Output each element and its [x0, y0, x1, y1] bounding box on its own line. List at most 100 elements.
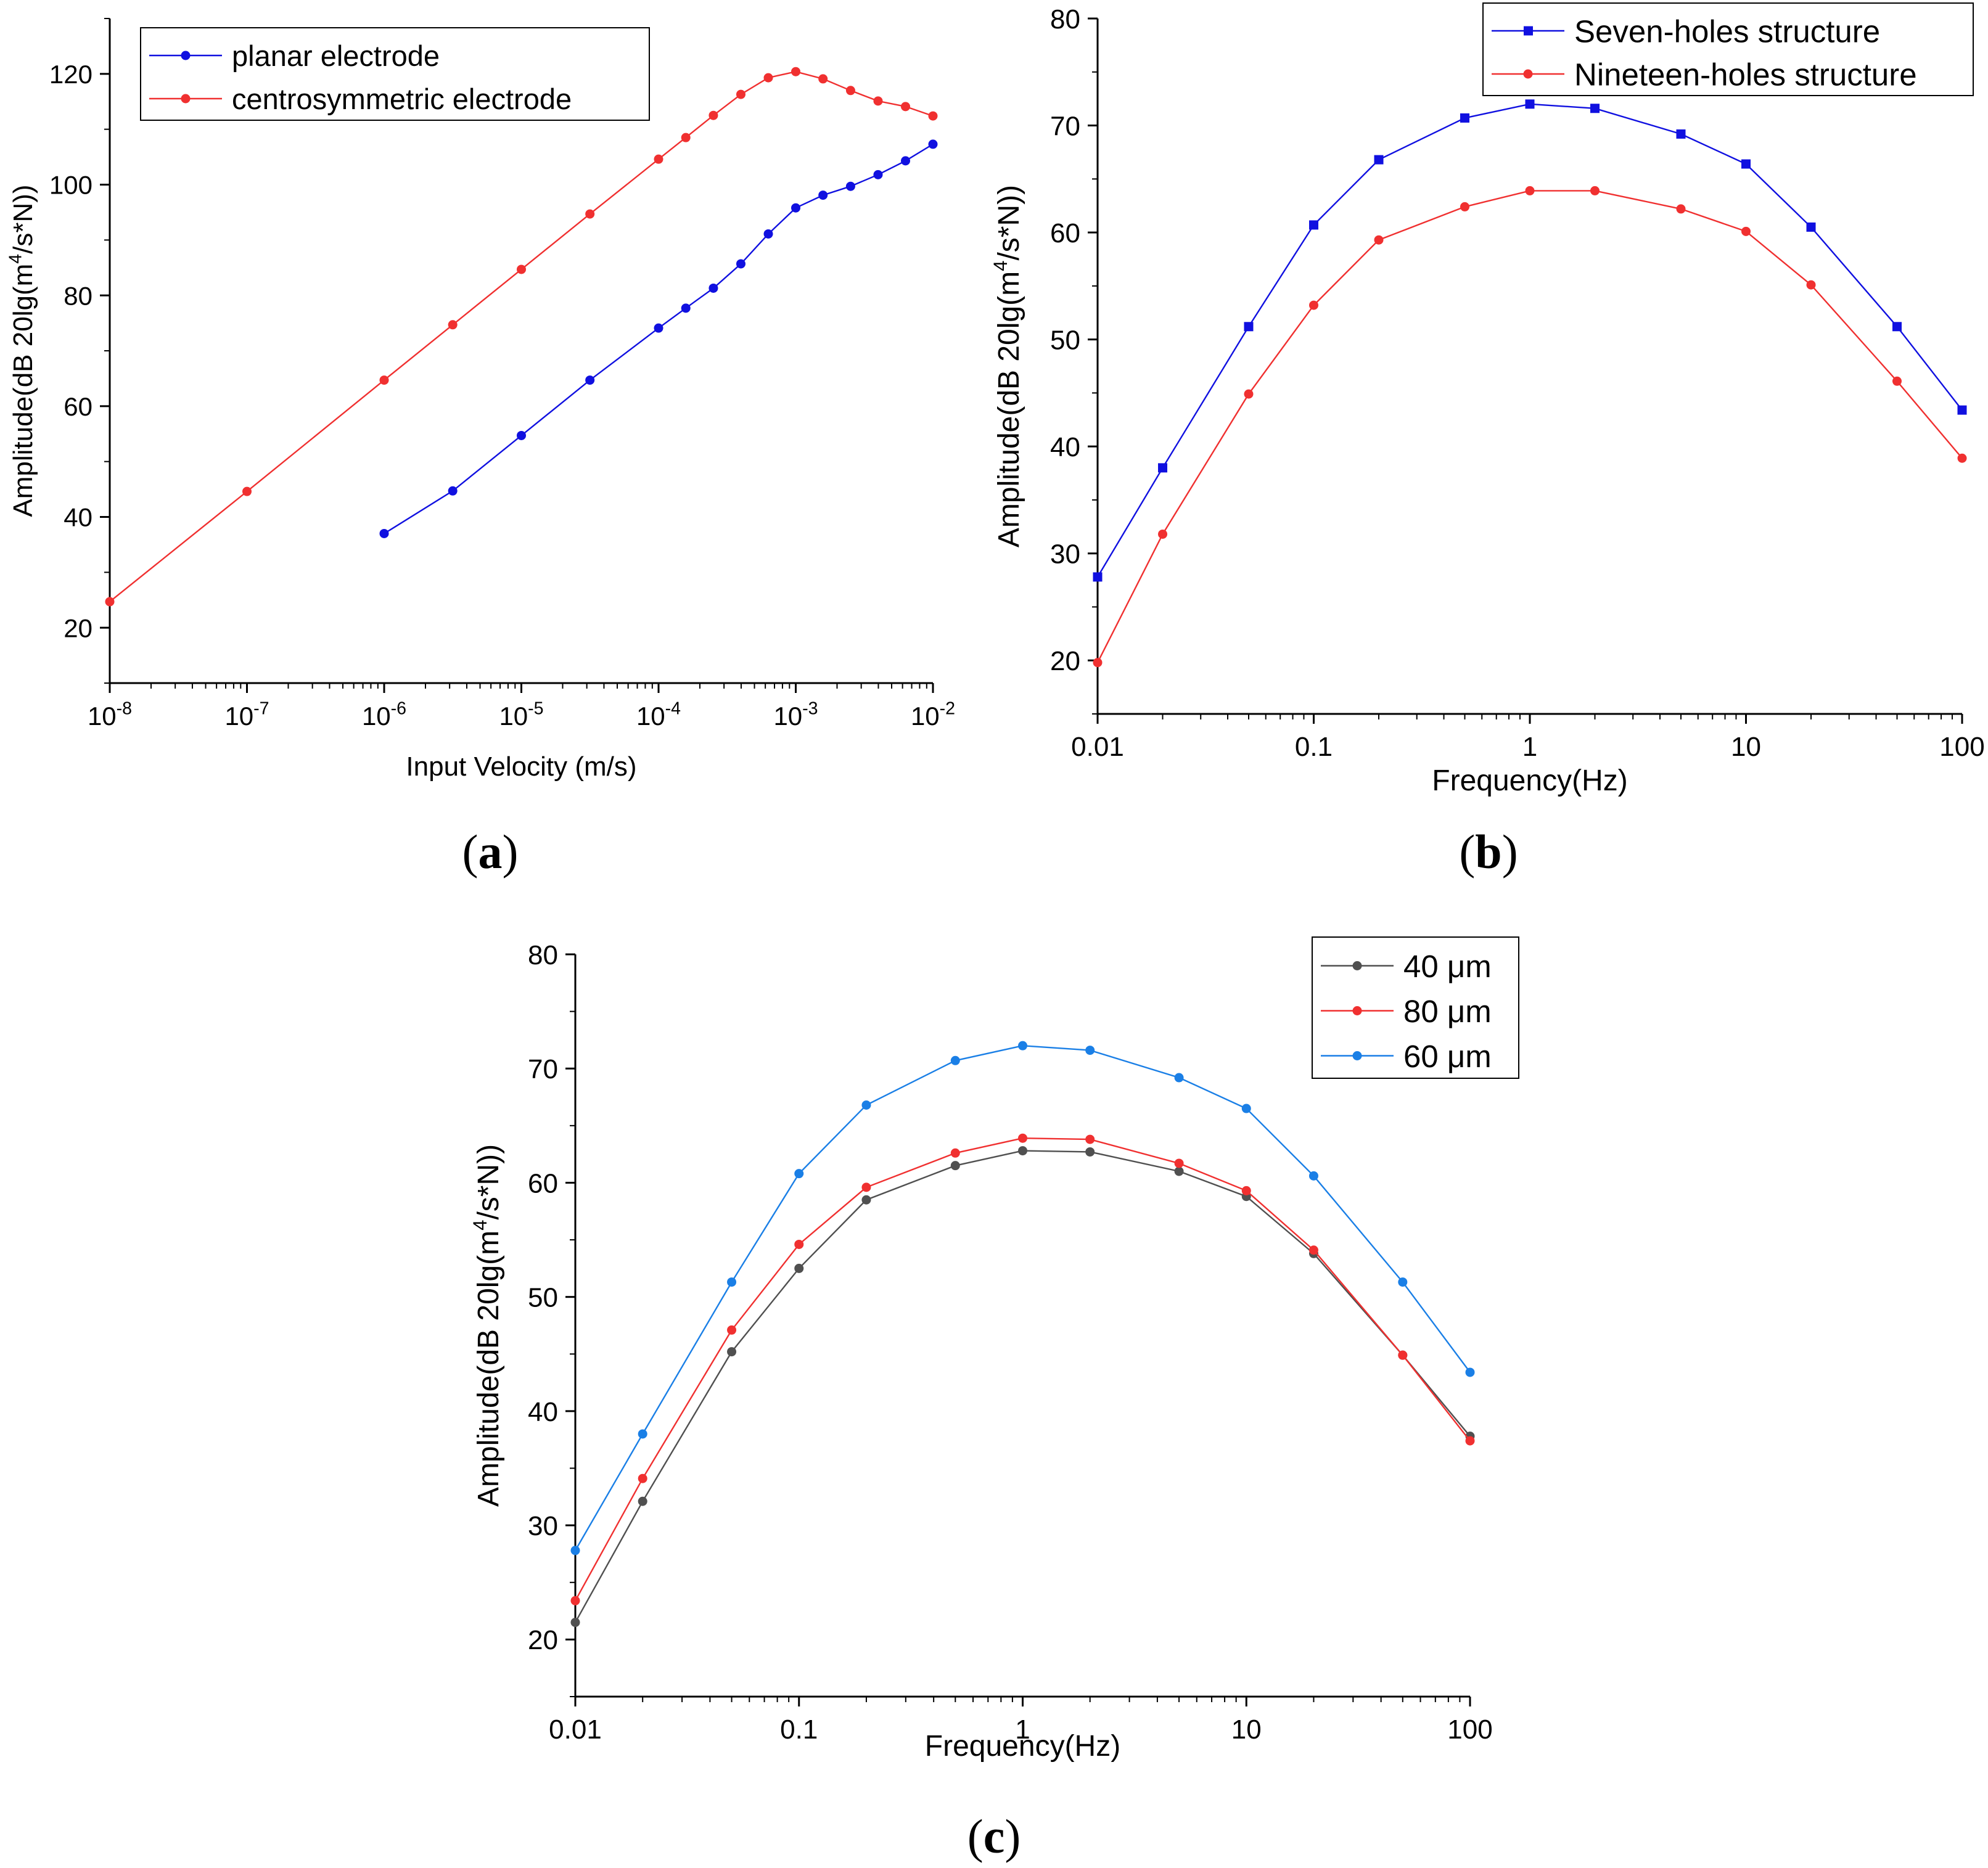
data-point	[1957, 405, 1967, 415]
data-point	[901, 156, 911, 166]
data-point	[709, 110, 718, 120]
y-tick-label: 40	[1050, 432, 1080, 462]
x-axis-label: Frequency(Hz)	[1432, 764, 1627, 797]
x-tick-label: 0.1	[1295, 732, 1333, 762]
y-tick-label: 40	[528, 1397, 558, 1427]
y-tick-label: 70	[1050, 111, 1080, 141]
data-point	[517, 264, 526, 274]
data-point	[1525, 186, 1535, 195]
data-point	[1093, 658, 1103, 668]
y-tick-label: 60	[528, 1168, 558, 1198]
y-tick-label: 60	[1050, 218, 1080, 248]
data-point	[379, 375, 389, 385]
x-tick-label: 0.01	[549, 1714, 602, 1745]
legend-label: Nineteen-holes structure	[1574, 57, 1917, 92]
x-axis-label: Frequency(Hz)	[925, 1730, 1120, 1763]
series-line	[384, 143, 934, 535]
data-point	[570, 1618, 580, 1628]
series-line	[574, 1044, 1471, 1551]
legend-swatch-marker	[181, 51, 191, 60]
data-point	[1374, 235, 1384, 245]
y-tick-label: 20	[528, 1625, 558, 1655]
x-tick-label: 1	[1015, 1714, 1030, 1745]
data-point	[1085, 1147, 1095, 1157]
chart-a: 10-8 10-7 10-6 10-5 10-4 10-3 10-2 20 40 60 80 100 1…	[6, 18, 955, 782]
legend-swatch-marker	[1352, 1051, 1362, 1060]
legend-swatch-marker	[1524, 26, 1533, 36]
data-point	[638, 1473, 647, 1483]
series-line	[1096, 103, 1963, 578]
data-point	[763, 73, 773, 83]
panel-label-c: (c)	[967, 1809, 1021, 1863]
data-point	[1590, 186, 1600, 195]
data-point	[1309, 300, 1318, 310]
data-point	[794, 1263, 804, 1273]
data-point	[709, 283, 718, 293]
data-point	[928, 111, 938, 121]
y-tick-label: 20	[1050, 646, 1080, 676]
legend-label: Seven-holes structure	[1574, 14, 1880, 49]
data-point	[1241, 1104, 1251, 1113]
series-line	[109, 70, 934, 602]
data-point	[1741, 226, 1751, 236]
y-axis-label: Amplitude(dB 20lg(m4/s*N))	[469, 1144, 505, 1507]
data-point	[861, 1182, 871, 1192]
data-point	[1308, 1171, 1318, 1181]
series-0	[379, 139, 938, 538]
series-0	[570, 1146, 1475, 1628]
series-1	[570, 1133, 1475, 1605]
data-point	[681, 303, 691, 313]
data-point	[1892, 376, 1902, 386]
data-point	[794, 1239, 804, 1249]
data-point	[1018, 1146, 1027, 1156]
data-point	[1085, 1134, 1095, 1144]
x-tick-label: 10-2	[911, 698, 955, 731]
data-point	[861, 1100, 871, 1110]
y-tick-label: 60	[64, 392, 92, 421]
data-point	[950, 1161, 960, 1171]
data-point	[1093, 572, 1103, 582]
data-point	[845, 86, 855, 96]
data-point	[928, 139, 938, 149]
data-point	[1158, 463, 1168, 473]
data-point	[585, 375, 595, 385]
data-point	[791, 203, 800, 213]
series-0	[1093, 99, 1967, 582]
data-point	[1465, 1436, 1475, 1446]
data-point	[654, 323, 663, 333]
x-tick-label: 10	[1231, 1714, 1262, 1745]
data-point	[873, 170, 883, 179]
data-point	[1806, 222, 1816, 232]
data-point	[448, 486, 458, 496]
data-point	[638, 1496, 647, 1506]
data-point	[1244, 322, 1254, 332]
legend-box	[1312, 936, 1519, 1079]
panel-label-a: (a)	[462, 825, 519, 879]
legend-label: 80 μm	[1403, 994, 1492, 1029]
x-tick-label: 10-4	[636, 698, 681, 731]
y-tick-label: 20	[64, 613, 92, 642]
data-point	[727, 1277, 737, 1287]
chart-b: 0.01 0.1 1 10 100 20 30 40 50 60 70 80 Frequency(Hz)…	[990, 2, 1985, 797]
y-tick-label: 30	[1050, 539, 1080, 570]
y-axis-label: Amplitude(dB 20lg(m4/s*N))	[990, 185, 1025, 547]
y-tick-label: 80	[64, 281, 92, 310]
series-2	[570, 1041, 1475, 1555]
series-line	[574, 1150, 1471, 1623]
x-tick-label: 1	[1522, 732, 1537, 762]
data-point	[585, 209, 595, 219]
data-point	[818, 190, 828, 200]
x-tick-label: 10-3	[773, 698, 818, 731]
data-point	[1398, 1350, 1408, 1360]
y-tick-label: 80	[1050, 4, 1080, 35]
data-point	[791, 67, 800, 76]
legend-label: 40 μm	[1403, 949, 1492, 984]
data-point	[242, 486, 252, 496]
x-tick-label: 100	[1939, 732, 1984, 762]
data-point	[901, 102, 911, 112]
x-tick-label: 10	[1731, 732, 1761, 762]
data-point	[1741, 159, 1751, 169]
data-point	[1244, 389, 1254, 399]
y-axis-label: Amplitude(dB 20lg(m4/s*N))	[6, 184, 38, 517]
